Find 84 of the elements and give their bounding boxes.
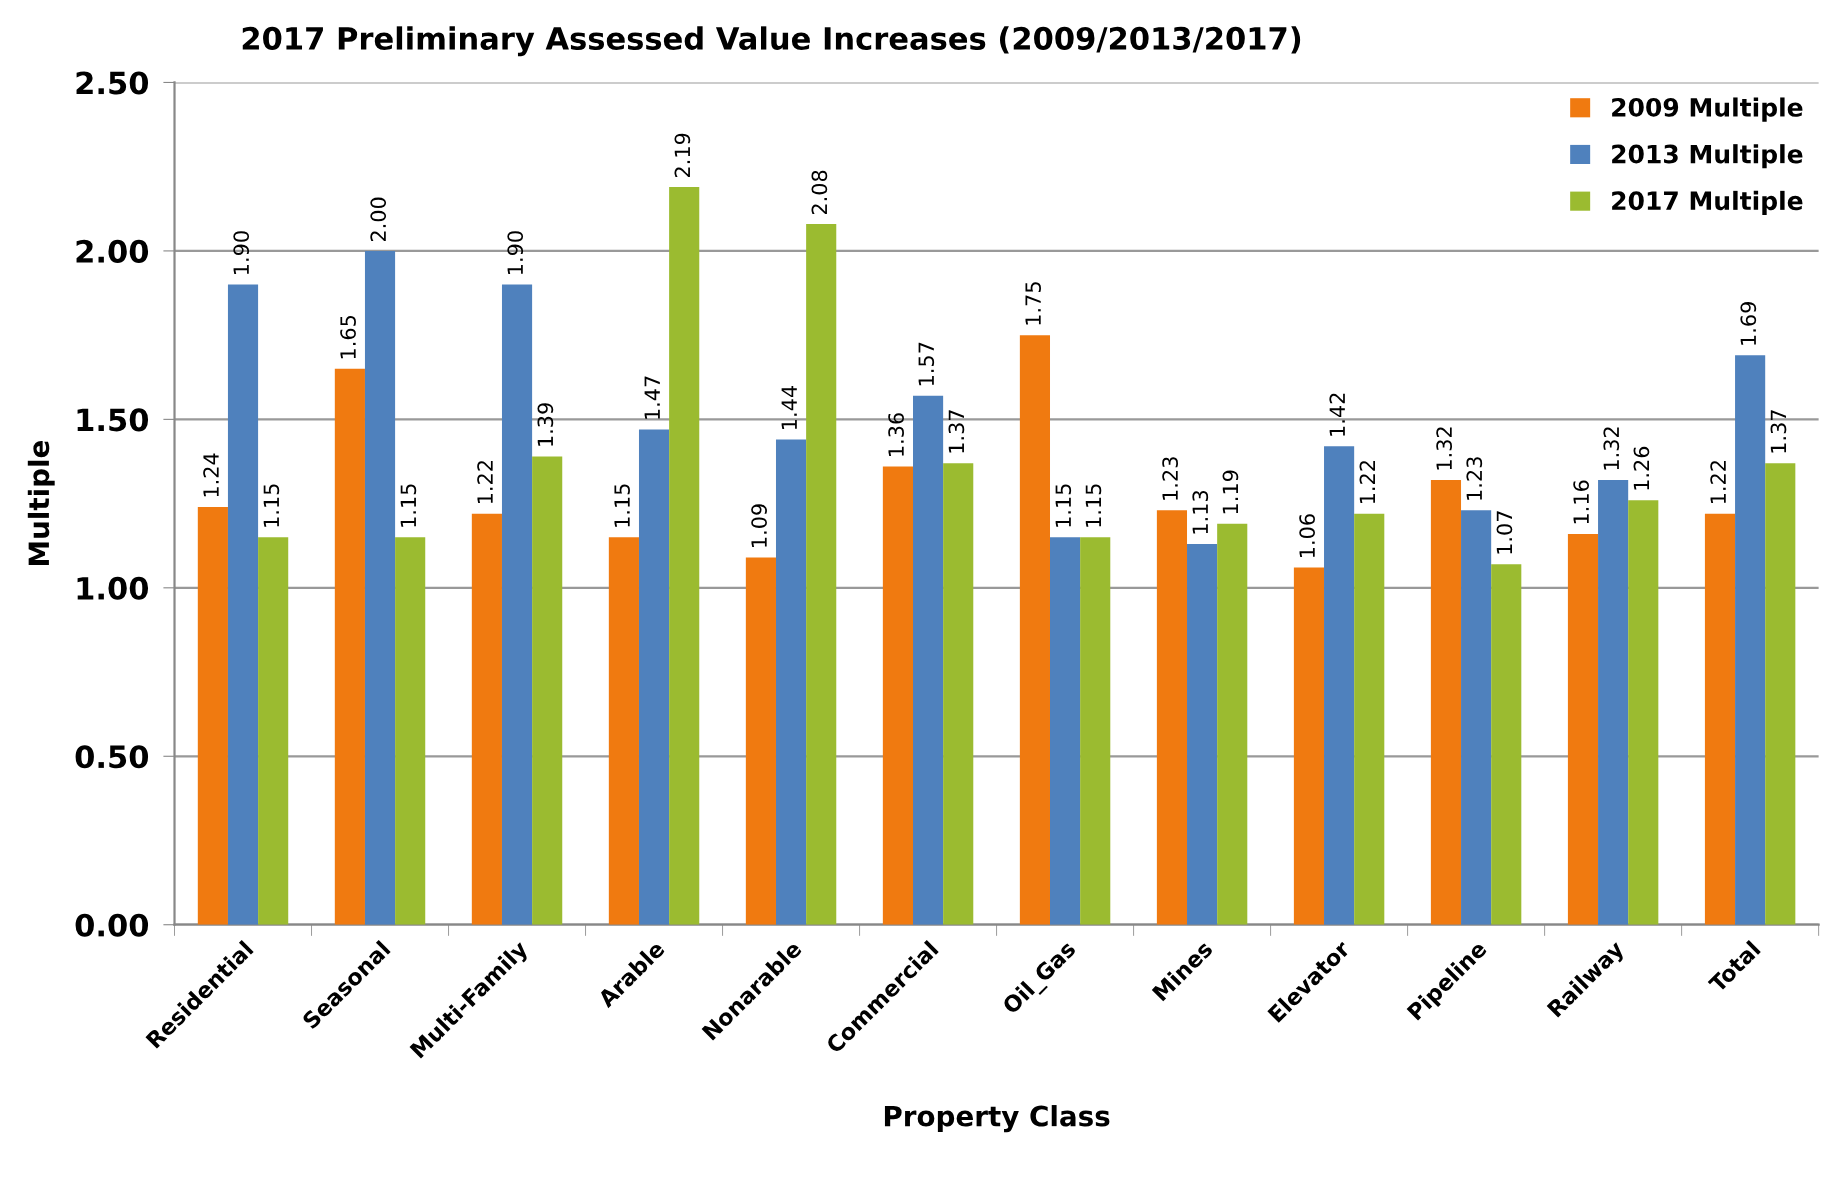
- data-label: 1.37: [948, 410, 965, 453]
- data-label: 1.22: [1359, 461, 1375, 504]
- data-label: 1.22: [477, 461, 493, 504]
- bar: [1461, 510, 1492, 925]
- bar: [1628, 500, 1659, 925]
- bar: [882, 466, 913, 925]
- data-label: 1.15: [263, 484, 280, 527]
- data-label: 1.36: [888, 413, 904, 456]
- data-label: 1.37: [1770, 410, 1787, 453]
- bar: [745, 557, 776, 925]
- bar: [501, 284, 533, 925]
- y-axis-title: Multiple: [27, 440, 55, 566]
- bar: [227, 284, 259, 925]
- data-label: 1.15: [400, 484, 417, 527]
- legend-label: 2009 Multiple: [1612, 97, 1803, 122]
- y-tick-label: 0.00: [75, 913, 149, 937]
- bar: [608, 537, 639, 925]
- bar: [1354, 513, 1385, 925]
- data-label: 1.15: [1055, 484, 1072, 527]
- data-label: 1.26: [1633, 446, 1650, 490]
- data-label: 1.47: [644, 376, 660, 419]
- data-label: 1.39: [537, 403, 554, 446]
- data-label: 1.16: [1573, 480, 1590, 524]
- bar: [1765, 463, 1796, 925]
- data-label: 1.23: [1162, 457, 1178, 500]
- data-label: 1.32: [1436, 427, 1453, 470]
- y-tick-label: 0.50: [75, 745, 149, 769]
- data-label: 1.90: [507, 231, 524, 274]
- data-label: 1.75: [1025, 282, 1041, 325]
- bar: [1019, 335, 1051, 925]
- bar: [1187, 544, 1218, 925]
- y-tick-label: 1.00: [77, 576, 149, 600]
- y-tick-label: 2.50: [76, 71, 149, 95]
- bar: [334, 368, 365, 925]
- y-tick-label: 2.00: [76, 239, 149, 263]
- bar: [1324, 446, 1355, 925]
- x-axis-title: Property Class: [884, 1105, 1110, 1133]
- data-label: 1.19: [1222, 470, 1239, 514]
- data-label: 1.15: [1085, 484, 1102, 527]
- data-label: 1.22: [1710, 461, 1726, 504]
- bar: [1598, 480, 1629, 925]
- bar: [364, 250, 396, 925]
- data-label: 1.06: [1299, 514, 1315, 557]
- bar: [471, 513, 502, 925]
- data-label: 1.69: [1740, 302, 1757, 345]
- bar: [806, 223, 837, 925]
- data-label: 1.57: [918, 342, 935, 386]
- legend-label: 2013 Multiple: [1612, 144, 1803, 169]
- data-label: 1.23: [1466, 457, 1483, 500]
- bar: [1156, 510, 1188, 925]
- bar: [395, 537, 426, 925]
- data-label: 1.65: [340, 315, 356, 359]
- data-label: 1.44: [781, 386, 797, 429]
- data-label: 1.09: [751, 504, 767, 547]
- chart-title: 2017 Preliminary Assessed Value Increases (2009/2013/2017): [242, 26, 1301, 57]
- bar: [943, 463, 974, 925]
- bar: [1704, 513, 1736, 925]
- data-label: 1.13: [1192, 490, 1209, 534]
- data-label: 1.07: [1496, 511, 1513, 554]
- bar: [1735, 355, 1766, 925]
- bar: [669, 186, 700, 925]
- bar: [775, 439, 807, 925]
- bar: [1217, 523, 1248, 925]
- legend-label: 2017 Multiple: [1612, 190, 1803, 216]
- bar: [197, 506, 228, 925]
- data-label: 1.15: [614, 484, 630, 527]
- bar: [638, 429, 670, 925]
- y-tick-label: 1.50: [77, 408, 149, 432]
- data-label: 1.32: [1603, 427, 1620, 470]
- bar: [1080, 537, 1111, 925]
- bar: [1567, 533, 1599, 925]
- bar: [1293, 567, 1325, 925]
- data-label: 1.24: [203, 453, 219, 497]
- data-label: 1.90: [233, 231, 250, 274]
- bar: [1430, 480, 1462, 925]
- data-label: 2.08: [811, 170, 828, 215]
- data-label: 2.00: [370, 197, 387, 242]
- data-label: 2.19: [674, 133, 691, 178]
- bar: [532, 456, 563, 925]
- bar: [258, 537, 289, 925]
- bar: [913, 395, 944, 925]
- bar: [1491, 564, 1522, 925]
- data-label: 1.42: [1329, 393, 1345, 436]
- bar: [1050, 537, 1081, 925]
